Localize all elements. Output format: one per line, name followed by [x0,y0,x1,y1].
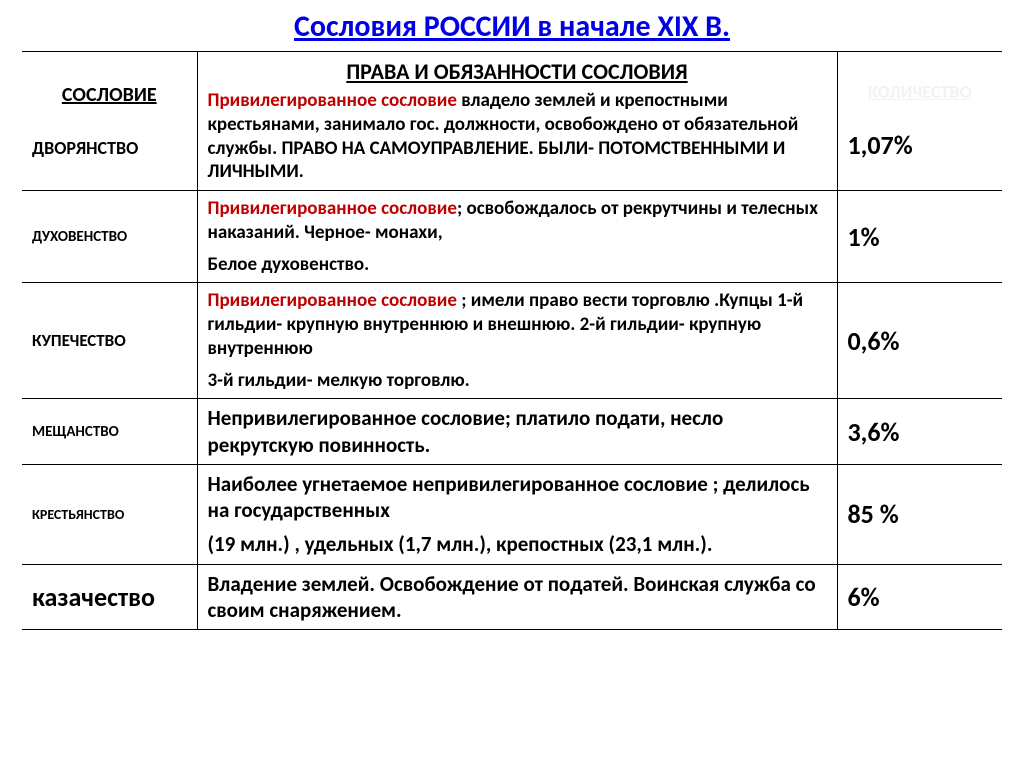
page-title: Сословия РОССИИ в начале XIX В. [22,8,1002,45]
estate-value: 0,6% [848,325,993,357]
estate-description-line2: Белое духовенство. [208,253,827,277]
estate-value: 1% [848,221,993,253]
estate-description: Непривилегированное сословие; платило по… [208,405,827,458]
table-row: ДУХОВЕНСТВО Привилегированное сословие; о… [22,191,1002,283]
estate-description: Привилегированное сословие владело земле… [208,89,827,184]
estate-value: 85 % [848,498,993,530]
table-header-row: СОСЛОВИЕ ДВОРЯНСТВО ПРАВА И ОБЯЗАННОСТИ СО… [22,52,1002,191]
header-quantity: КОЛИЧЕСТВО [848,81,993,103]
estate-name: ДВОРЯНСТВО [32,137,187,159]
estate-name: КУПЕЧЕСТВО [32,330,187,351]
estate-description: Владение землей. Освобождение от податей… [208,571,827,624]
estate-name: казачество [32,581,187,613]
table-row: КРЕСТЬЯНСТВО Наиболее угнетаемое непривил… [22,464,1002,564]
estate-description: Наиболее угнетаемое непривилегированное … [208,471,827,524]
estate-description: Привилегированное сословие ; имели право… [208,289,827,360]
estate-description-line2: 3-й гильдии- мелкую торговлю. [208,369,827,393]
table-row: КУПЕЧЕСТВО Привилегированное сословие ; и… [22,283,1002,399]
estate-description-line2: (19 млн.) , удельных (1,7 млн.), крепост… [208,531,827,557]
estate-name: КРЕСТЬЯНСТВО [32,506,187,523]
estate-value: 3,6% [848,416,993,448]
estate-value: 1,07% [848,129,993,161]
estate-name: ДУХОВЕНСТВО [32,228,187,246]
table-row: казачество Владение землей. Освобождение … [22,564,1002,630]
estate-description: Привилегированное сословие; освобождалос… [208,197,827,245]
header-rights: ПРАВА И ОБЯЗАННОСТИ СОСЛОВИЯ [208,58,827,85]
header-estate: СОСЛОВИЕ [32,83,187,107]
estates-table: СОСЛОВИЕ ДВОРЯНСТВО ПРАВА И ОБЯЗАННОСТИ СО… [22,51,1002,630]
estate-name: МЕЩАНСТВО [32,423,187,441]
estate-value: 6% [848,581,993,613]
table-row: МЕЩАНСТВО Непривилегированное сословие; п… [22,399,1002,465]
